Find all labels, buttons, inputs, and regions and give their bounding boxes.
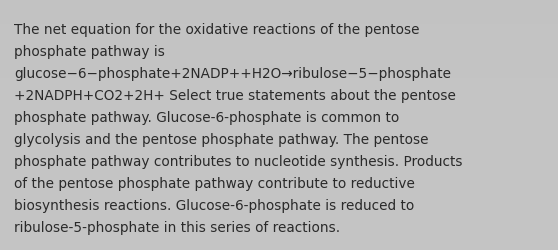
Text: of the pentose phosphate pathway contribute to reductive: of the pentose phosphate pathway contrib… [14, 176, 415, 190]
Text: glycolysis and the pentose phosphate pathway. The pentose: glycolysis and the pentose phosphate pat… [14, 132, 429, 146]
Text: The net equation for the oxidative reactions of the pentose: The net equation for the oxidative react… [14, 22, 420, 36]
Text: phosphate pathway. Glucose-6-phosphate is common to: phosphate pathway. Glucose-6-phosphate i… [14, 110, 399, 124]
Text: ribulose-5-phosphate in this series of reactions.: ribulose-5-phosphate in this series of r… [14, 220, 340, 234]
Text: glucose−6−phosphate+2NADP++H2O→ribulose−5−phosphate: glucose−6−phosphate+2NADP++H2O→ribulose−… [14, 66, 451, 80]
Text: phosphate pathway contributes to nucleotide synthesis. Products: phosphate pathway contributes to nucleot… [14, 154, 463, 168]
Text: +2NADPH+CO2+2H+ Select true statements about the pentose: +2NADPH+CO2+2H+ Select true statements a… [14, 88, 456, 102]
Text: phosphate pathway is: phosphate pathway is [14, 44, 165, 59]
Text: biosynthesis reactions. Glucose-6-phosphate is reduced to: biosynthesis reactions. Glucose-6-phosph… [14, 198, 414, 212]
